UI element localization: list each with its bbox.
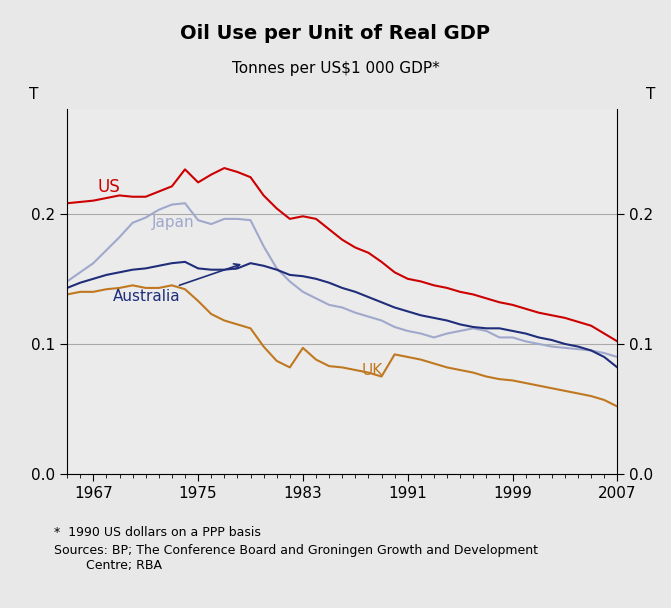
Text: Oil Use per Unit of Real GDP: Oil Use per Unit of Real GDP <box>180 24 491 43</box>
Text: Japan: Japan <box>152 215 195 230</box>
Text: UK: UK <box>362 363 383 378</box>
Text: Sources: BP; The Conference Board and Groningen Growth and Development
        C: Sources: BP; The Conference Board and Gr… <box>54 544 537 572</box>
Text: US: US <box>97 178 120 196</box>
Text: T: T <box>646 87 655 102</box>
Text: T: T <box>30 87 39 102</box>
Text: Tonnes per US$1 000 GDP*: Tonnes per US$1 000 GDP* <box>231 61 440 76</box>
Text: *  1990 US dollars on a PPP basis: * 1990 US dollars on a PPP basis <box>54 526 260 539</box>
Text: Australia: Australia <box>113 264 240 304</box>
